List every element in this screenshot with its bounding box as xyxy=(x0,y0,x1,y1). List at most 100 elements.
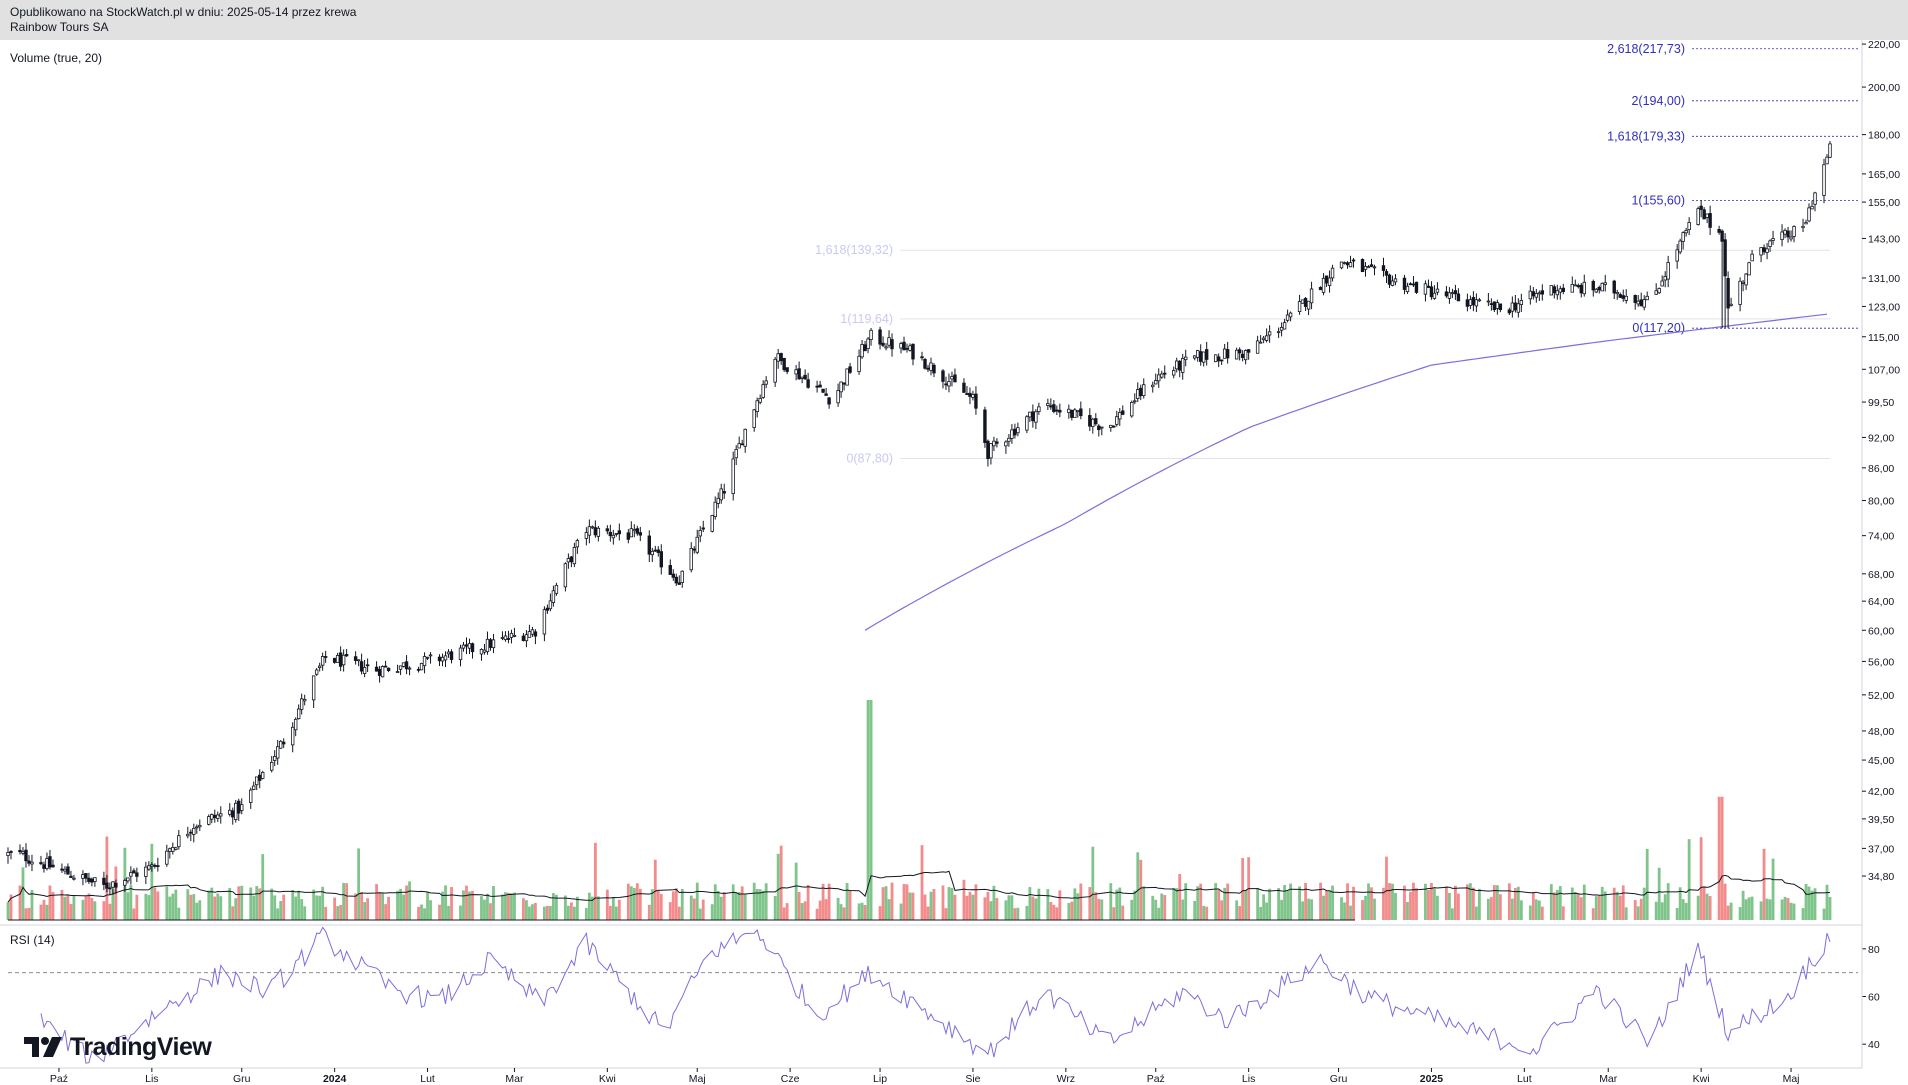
moving-average-line xyxy=(864,313,1828,631)
candle-body xyxy=(359,661,364,672)
volume-bar xyxy=(147,895,151,920)
volume-bar xyxy=(1720,796,1724,920)
candle-body xyxy=(1444,291,1449,297)
volume-bar xyxy=(1738,907,1742,920)
volume-bar xyxy=(1343,902,1346,920)
candle-body xyxy=(524,634,529,642)
volume-bar xyxy=(174,889,178,920)
candle-body xyxy=(1300,299,1305,304)
volume-bar xyxy=(1507,883,1511,920)
candle-body xyxy=(1678,240,1682,253)
volume-bar xyxy=(279,901,283,920)
volume-bar xyxy=(39,904,43,920)
candle-body xyxy=(296,708,301,720)
candle-body xyxy=(944,383,948,386)
candle-body xyxy=(461,644,466,649)
price-tick-label: 143,00 xyxy=(1868,233,1900,245)
candle-body xyxy=(698,530,702,537)
candle-body xyxy=(1088,415,1092,427)
volume-bar xyxy=(336,906,340,920)
price-tick-label: 39,50 xyxy=(1868,814,1894,826)
candle-body xyxy=(635,528,640,534)
volume-bar xyxy=(441,891,444,920)
volume-bar xyxy=(575,896,579,920)
volume-bar xyxy=(1220,900,1224,920)
rsi-path xyxy=(40,926,1831,1064)
volume-bar xyxy=(983,897,987,920)
volume-bar xyxy=(713,884,717,920)
candle-body xyxy=(1456,293,1461,302)
candle-body xyxy=(1067,408,1071,413)
rsi-indicator-label[interactable]: RSI (14) xyxy=(10,933,55,947)
candle-body xyxy=(1519,300,1524,305)
candle-body xyxy=(1013,428,1017,436)
candle-body xyxy=(377,668,382,676)
price-tick-label: 115,00 xyxy=(1868,332,1899,344)
candle-body xyxy=(276,746,280,759)
candle-body xyxy=(1222,348,1227,359)
candle-body xyxy=(860,344,864,358)
candle-body xyxy=(857,355,861,373)
candle-body xyxy=(231,810,235,818)
candle-body xyxy=(1264,335,1269,341)
volume-bar xyxy=(1004,900,1008,920)
candle-body xyxy=(353,656,358,661)
candle-body xyxy=(293,718,298,731)
candle-body xyxy=(195,826,199,829)
candle-body xyxy=(255,776,259,786)
volume-bar xyxy=(429,900,432,920)
tradingview-logo-text: TradingView xyxy=(70,1032,212,1061)
volume-bar xyxy=(444,885,447,920)
candle-body xyxy=(1600,282,1604,292)
volume-bar xyxy=(1352,886,1355,920)
candle-body xyxy=(1366,266,1371,269)
candle-body xyxy=(153,864,157,867)
volume-bar xyxy=(1013,908,1017,920)
candle-body xyxy=(1465,299,1470,307)
time-axis[interactable]: Paź Lis Gru 2024 Lut Mar Kwi Maj Cze Lip Sie Wrz Paź… xyxy=(0,1067,1862,1085)
candle-body xyxy=(1759,247,1763,256)
volume-bar xyxy=(1726,905,1730,920)
candle-body xyxy=(803,374,807,380)
volume-bar xyxy=(632,887,636,920)
volume-indicator-label[interactable]: Volume (true, 20) xyxy=(10,51,103,65)
candle-body xyxy=(1579,284,1583,294)
candle-body xyxy=(1720,230,1724,242)
volume-bar xyxy=(1181,899,1185,920)
candle-body xyxy=(407,667,412,670)
price-tick-label: 131,00 xyxy=(1868,273,1900,285)
volume-bar xyxy=(195,902,199,920)
candle-body xyxy=(569,556,574,563)
candle-body xyxy=(114,882,118,888)
candle-body xyxy=(542,609,547,635)
volume-bar xyxy=(1451,908,1454,920)
volume-bar xyxy=(1325,890,1328,920)
volume-bar xyxy=(1681,899,1685,920)
candle-body xyxy=(1561,287,1565,292)
price-axis[interactable]: 220,00 200,00 180,00 165,00 155,00 143,00 131,… xyxy=(1861,39,1900,1068)
volume-bar xyxy=(902,883,906,920)
candle-body xyxy=(1666,262,1670,280)
volume-bar xyxy=(584,908,588,920)
volume-bar xyxy=(878,906,882,920)
time-tick-label: Lis xyxy=(1242,1073,1255,1085)
fib-new-label: 1,618(179,33) xyxy=(1607,129,1685,143)
volume-bar xyxy=(1244,889,1248,920)
candle-body xyxy=(911,343,915,360)
candle-body xyxy=(947,381,951,387)
candle-body xyxy=(1762,247,1766,253)
candlesticks xyxy=(6,140,1832,896)
volume-bar xyxy=(1433,888,1436,920)
volume-bar xyxy=(1789,902,1793,920)
candle-body xyxy=(30,861,34,865)
volume-bar xyxy=(333,897,337,920)
candle-body xyxy=(689,548,693,571)
volume-bar xyxy=(1495,885,1499,920)
volume-bar xyxy=(1406,901,1409,920)
volume-bar xyxy=(1768,899,1772,920)
tradingview-logo[interactable]: TradingView xyxy=(24,1032,212,1062)
candle-body xyxy=(878,329,882,345)
volume-bar xyxy=(884,886,888,920)
candle-body xyxy=(695,536,699,553)
